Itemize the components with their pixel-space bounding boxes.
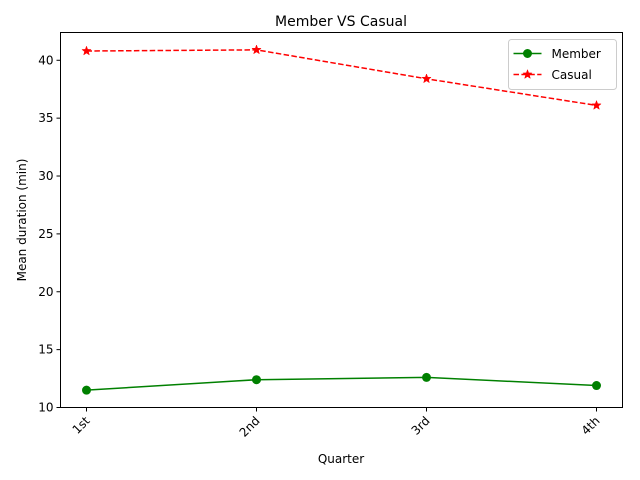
series-line-member	[86, 376, 597, 391]
x-axis: 1st 2nd 3rd 4th	[70, 407, 603, 440]
legend-label-member: Member	[552, 47, 601, 61]
x-tick-label: 3rd	[409, 414, 433, 438]
data-point-casual	[591, 99, 602, 110]
axes-frame	[60, 32, 623, 408]
legend-label-casual: Casual	[552, 68, 592, 82]
data-point-member	[422, 372, 431, 382]
data-point-casual	[81, 45, 92, 56]
legend-marker-member	[523, 49, 532, 58]
x-tick-label: 4th	[579, 414, 603, 438]
y-axis-label: Mean duration (min)	[15, 159, 29, 282]
y-tick-label: 25	[38, 227, 53, 241]
y-tick-label: 35	[38, 111, 53, 125]
plot-area	[81, 44, 602, 395]
x-tick-label: 1st	[70, 414, 93, 437]
legend-marker-casual	[522, 68, 533, 79]
y-tick-label: 40	[38, 53, 53, 67]
x-tick-label: 2nd	[237, 414, 263, 440]
data-point-casual	[251, 44, 262, 55]
legend: Member Casual	[508, 39, 617, 90]
y-tick-label: 10	[38, 401, 53, 415]
y-tick-label: 30	[38, 169, 53, 183]
x-axis-label: Quarter	[318, 452, 364, 466]
series-line-casual	[86, 49, 597, 107]
data-point-member	[592, 381, 601, 391]
y-axis: 10 15 20 25 30 35 40	[38, 53, 61, 415]
y-tick-label: 20	[38, 285, 53, 299]
data-point-casual	[421, 73, 432, 84]
legend-box	[508, 39, 617, 90]
data-point-member	[252, 375, 261, 385]
data-point-member	[82, 385, 91, 395]
chart-title: Member VS Casual	[275, 14, 407, 30]
y-tick-label: 15	[38, 343, 53, 357]
